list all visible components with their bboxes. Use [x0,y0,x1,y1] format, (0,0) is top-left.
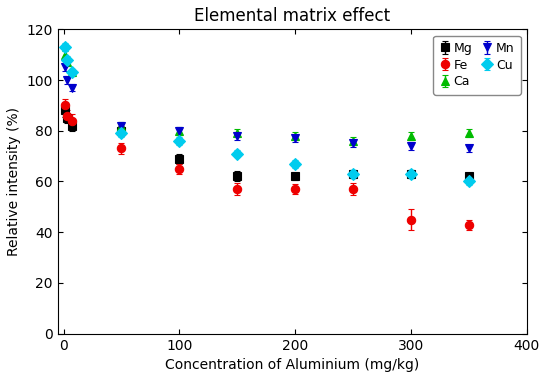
Title: Elemental matrix effect: Elemental matrix effect [194,7,391,25]
Y-axis label: Relative intensity (%): Relative intensity (%) [7,107,21,256]
Legend: Mg, Fe, Ca, Mn, Cu: Mg, Fe, Ca, Mn, Cu [433,36,521,94]
X-axis label: Concentration of Aluminium (mg/kg): Concentration of Aluminium (mg/kg) [165,358,420,372]
